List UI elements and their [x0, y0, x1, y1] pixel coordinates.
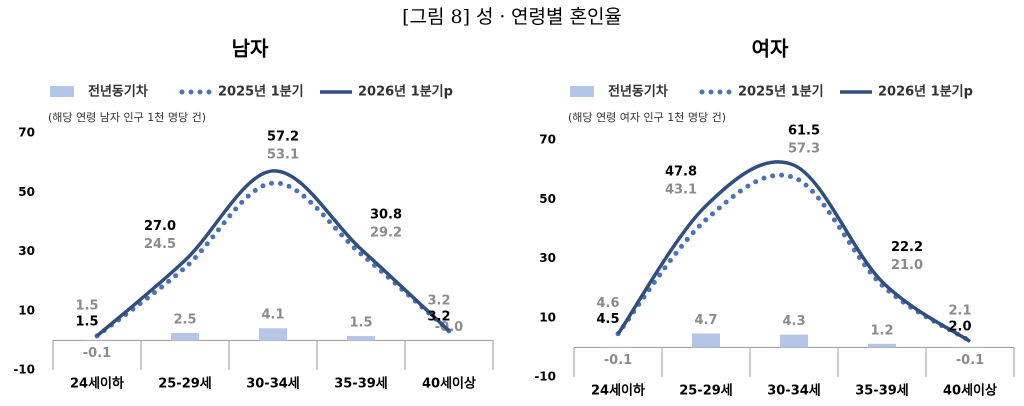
legend-label: 2025년 1분기	[738, 85, 824, 100]
line	[616, 160, 971, 343]
y-tick-label: 70	[18, 126, 35, 140]
panel-title: 여자	[752, 37, 789, 61]
value-label: 2.1	[948, 304, 971, 319]
legend-label: 2025년 1분기	[218, 85, 304, 100]
value-label: 1.5	[75, 314, 98, 329]
subtitle: (해당 연령 여자 인구 1천 명당 건)	[568, 110, 726, 124]
legend-swatch	[50, 86, 74, 97]
y-tick-label: 70	[539, 133, 556, 147]
bar-label: 2.5	[173, 312, 196, 327]
bar-label: 1.2	[870, 323, 893, 338]
panel-title: 남자	[232, 37, 269, 61]
subtitle: (해당 연령 남자 인구 1천 명당 건)	[48, 110, 206, 124]
y-tick-label: 30	[18, 244, 35, 258]
x-tick-label: 24세이하	[591, 383, 645, 399]
x-tick-label: 25-29세	[679, 384, 733, 399]
bar-label: 4.7	[694, 313, 717, 328]
legend-label: 2026년 1분기p	[878, 85, 973, 100]
value-label: 1.5	[75, 298, 98, 313]
value-label: 24.5	[144, 237, 176, 252]
legend-swatch	[570, 86, 594, 97]
bar-label: 4.1	[261, 308, 284, 323]
value-label: 29.2	[370, 226, 402, 241]
value-label: 3.2	[427, 293, 450, 308]
value-label: 57.2	[267, 129, 299, 144]
line	[95, 169, 451, 338]
figure-title: [그림 8] 성ㆍ연령별 혼인율	[402, 6, 622, 28]
value-label: 30.8	[370, 208, 402, 223]
bar-label: -0.1	[604, 353, 632, 368]
bar	[171, 332, 199, 341]
value-label: 4.5	[596, 312, 619, 327]
x-tick-label: 35-39세	[334, 377, 388, 392]
value-label: 22.2	[891, 240, 923, 255]
y-tick-label: 30	[539, 251, 556, 265]
value-label: 27.0	[144, 219, 176, 234]
legend-label: 전년동기차	[88, 84, 148, 100]
bar	[259, 328, 287, 341]
bar-label: 1.5	[349, 315, 372, 330]
value-label: 53.1	[267, 147, 299, 162]
bar-label: 4.3	[782, 314, 805, 329]
legend-label: 전년동기차	[608, 84, 668, 100]
value-label: 43.1	[665, 182, 697, 197]
bar	[692, 333, 720, 348]
x-tick-label: 30-34세	[246, 377, 300, 392]
x-tick-label: 35-39세	[855, 384, 909, 399]
legend-label: 2026년 1분기p	[358, 85, 453, 100]
value-label: 47.8	[665, 164, 697, 179]
x-tick-label: 40세이상	[943, 383, 997, 399]
x-tick-label: 25-29세	[158, 377, 212, 392]
value-label: 21.0	[891, 258, 923, 273]
x-tick-label: 40세이상	[422, 376, 476, 392]
y-tick-label: 10	[18, 303, 35, 317]
bar	[868, 343, 896, 348]
value-label: 4.6	[596, 296, 619, 311]
dotted-line	[94, 180, 452, 339]
y-tick-label: -10	[13, 363, 35, 377]
bar	[780, 334, 808, 348]
value-label: 57.3	[788, 142, 820, 157]
x-tick-label: 30-34세	[767, 384, 821, 399]
bar	[347, 335, 375, 341]
y-tick-label: 10	[539, 310, 556, 324]
y-tick-label: 50	[18, 185, 35, 199]
y-tick-label: 50	[539, 192, 556, 206]
y-tick-label: -10	[534, 370, 556, 384]
bar-label: -0.1	[83, 346, 111, 361]
bar-label: -0.1	[956, 353, 984, 368]
value-label: 3.2	[427, 309, 450, 324]
value-label: 61.5	[788, 124, 820, 139]
x-tick-label: 24세이하	[70, 376, 124, 392]
value-label: 2.0	[948, 320, 971, 335]
